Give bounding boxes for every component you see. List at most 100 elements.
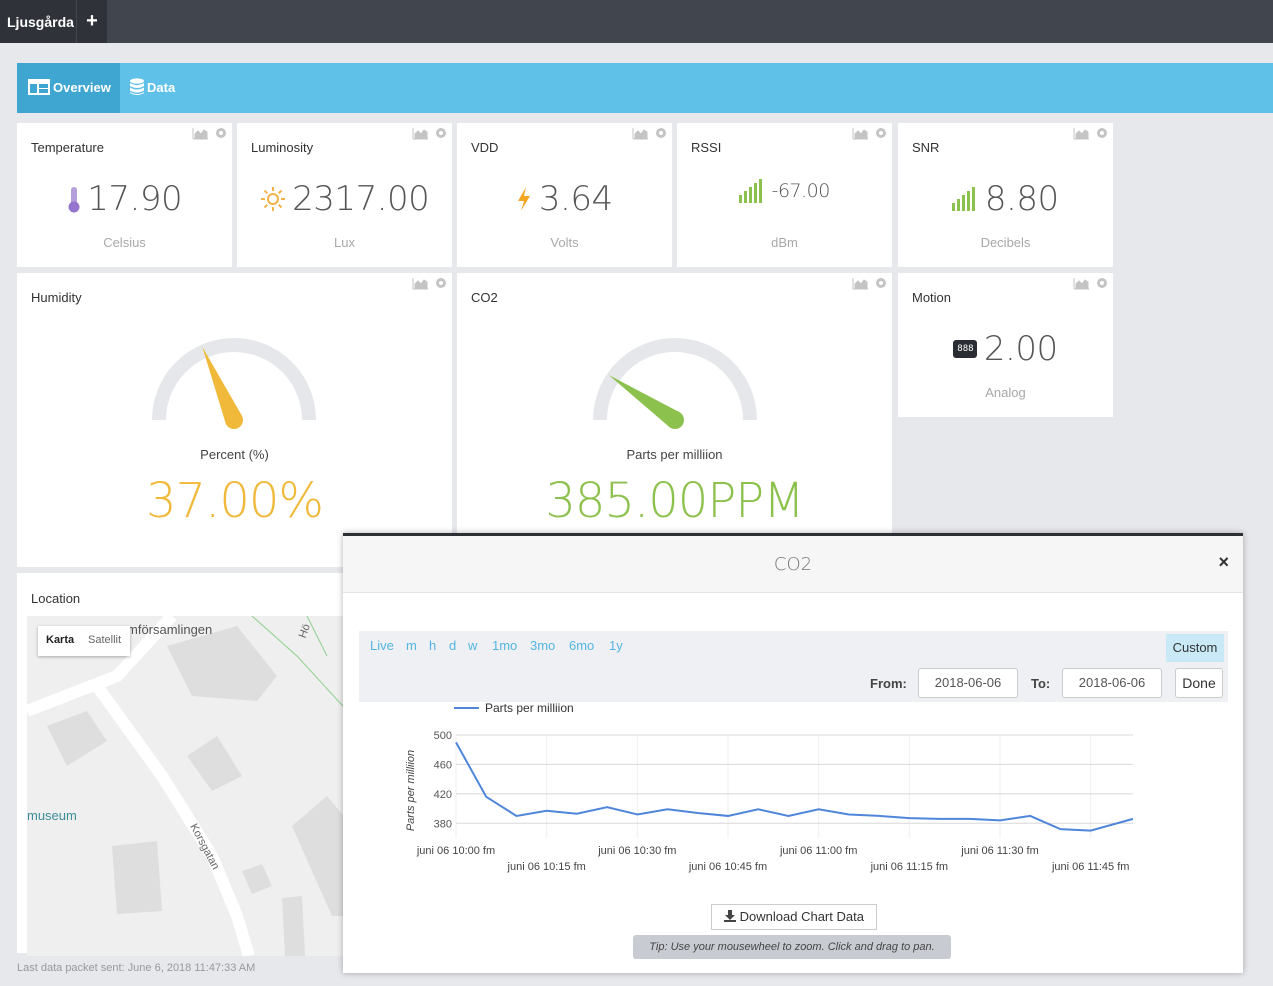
widget-title: Temperature bbox=[31, 140, 104, 155]
range-day[interactable]: d bbox=[449, 638, 457, 653]
chart-tip: Tip: Use your mousewheel to zoom. Click … bbox=[633, 935, 951, 959]
range-1mo[interactable]: 1mo bbox=[492, 638, 518, 653]
tab-ljusgarda[interactable]: Ljusgårda bbox=[0, 0, 76, 43]
x-tick-label: juni 06 10:15 fm bbox=[507, 861, 586, 873]
to-date-input[interactable]: 2018-06-06 bbox=[1062, 668, 1162, 698]
from-label: From: bbox=[870, 676, 907, 691]
temperature-widget: Temperature 17.90 Celsius bbox=[17, 123, 232, 267]
close-icon[interactable]: × bbox=[1218, 552, 1229, 572]
range-live[interactable]: Live bbox=[370, 638, 394, 653]
from-date-input[interactable]: 2018-06-06 bbox=[918, 668, 1018, 698]
humidity-value: 37.00% bbox=[145, 473, 324, 529]
widget-title: Humidity bbox=[31, 290, 82, 305]
temperature-value: 17.90 bbox=[87, 179, 183, 219]
widget-title: VDD bbox=[471, 140, 499, 155]
widget-tools bbox=[1073, 278, 1107, 290]
co2-gauge bbox=[593, 338, 757, 429]
range-minute[interactable]: m bbox=[406, 638, 417, 653]
dashboard-nav: Overview Data bbox=[17, 63, 1273, 113]
done-button[interactable]: Done bbox=[1175, 668, 1223, 698]
grid-icon bbox=[28, 79, 50, 95]
last-packet-status: Last data packet sent: June 6, 2018 11:4… bbox=[17, 962, 256, 974]
modal-title: CO2 bbox=[773, 554, 813, 575]
humidity-widget: Humidity Percent (%) 37.00% bbox=[17, 273, 452, 567]
gear-icon[interactable] bbox=[436, 128, 446, 138]
chart-icon[interactable] bbox=[852, 128, 868, 140]
y-tick-label: 460 bbox=[434, 759, 452, 771]
range-1y[interactable]: 1y bbox=[609, 638, 623, 653]
co2-widget: CO2 Parts per milliion 385.00PPM bbox=[457, 273, 892, 567]
luminosity-widget: Luminosity 2317.00 Lux bbox=[237, 123, 452, 267]
map-tiles: mförsamlingen museum Korsgatan Hö bbox=[27, 616, 352, 956]
nav-data[interactable]: Data bbox=[129, 63, 209, 113]
vdd-unit: Volts bbox=[550, 235, 579, 250]
nav-overview[interactable]: Overview bbox=[17, 63, 120, 113]
gear-icon[interactable] bbox=[656, 128, 666, 138]
rssi-unit: dBm bbox=[771, 235, 798, 250]
x-tick-label: juni 06 10:00 fm bbox=[416, 845, 495, 857]
time-range-bar: Live m h d w 1mo 3mo 6mo 1y Custom From:… bbox=[359, 631, 1228, 702]
chart-icon[interactable] bbox=[632, 128, 648, 140]
range-week[interactable]: w bbox=[468, 638, 478, 653]
add-tab-button[interactable]: + bbox=[77, 0, 107, 43]
map-type-map[interactable]: Karta bbox=[46, 634, 75, 646]
gear-icon[interactable] bbox=[216, 128, 226, 138]
range-3mo[interactable]: 3mo bbox=[530, 638, 556, 653]
download-label: Download Chart Data bbox=[739, 909, 864, 924]
download-chart-data-button[interactable]: Download Chart Data bbox=[711, 904, 877, 930]
map-type-control: Karta Satellit bbox=[38, 626, 130, 656]
x-tick-label: juni 06 11:30 fm bbox=[960, 845, 1038, 857]
to-label: To: bbox=[1031, 676, 1051, 691]
gauge-needle bbox=[202, 346, 243, 424]
chart-icon[interactable] bbox=[852, 278, 868, 290]
range-6mo[interactable]: 6mo bbox=[569, 638, 595, 653]
gear-icon[interactable] bbox=[436, 278, 446, 288]
x-tick-label: juni 06 11:00 fm bbox=[779, 845, 857, 857]
map[interactable]: mförsamlingen museum Korsgatan Hö Karta … bbox=[27, 616, 352, 956]
widget-tools bbox=[412, 278, 446, 290]
custom-range-button[interactable]: Custom bbox=[1166, 634, 1224, 662]
series-line bbox=[455, 741, 1134, 832]
luminosity-value: 2317.00 bbox=[292, 179, 430, 219]
download-icon bbox=[724, 910, 737, 922]
rssi-value: -67.00 bbox=[771, 180, 831, 202]
motion-unit: Analog bbox=[985, 385, 1026, 400]
x-tick-label: juni 06 11:15 fm bbox=[870, 861, 948, 873]
gear-icon[interactable] bbox=[1097, 128, 1107, 138]
co2-gauge-label: Parts per milliion bbox=[626, 447, 723, 462]
chart-icon[interactable] bbox=[1073, 128, 1089, 140]
gauge-hub bbox=[666, 411, 684, 429]
signal-icon bbox=[739, 179, 763, 203]
temperature-unit: Celsius bbox=[103, 235, 146, 250]
co2-line-chart[interactable]: 500 460 420 380 juni 06 10:00 fm juni 06 10:1… bbox=[393, 698, 1213, 878]
nav-overview-label: Overview bbox=[53, 80, 111, 95]
map-label-church: mförsamlingen bbox=[127, 622, 212, 637]
chart-icon[interactable] bbox=[412, 278, 428, 290]
snr-widget: SNR 8.80 Decibels bbox=[898, 123, 1113, 267]
gear-icon[interactable] bbox=[1097, 278, 1107, 288]
co2-value: 385.00PPM bbox=[545, 473, 804, 529]
motion-widget: Motion 888 2.00 Analog bbox=[898, 273, 1113, 417]
modal-header: CO2 × bbox=[343, 536, 1243, 593]
snr-value: 8.80 bbox=[984, 179, 1059, 219]
gear-icon[interactable] bbox=[876, 128, 886, 138]
widget-tools bbox=[852, 278, 886, 290]
widget-title: CO2 bbox=[471, 290, 498, 305]
location-widget: Location mförsamlingen museum Korsgatan … bbox=[17, 573, 352, 956]
x-tick-label: juni 06 10:45 fm bbox=[688, 861, 767, 873]
nav-data-label: Data bbox=[147, 80, 176, 95]
sun-icon bbox=[260, 187, 285, 211]
motion-value: 2.00 bbox=[983, 329, 1058, 369]
gauge-hub bbox=[225, 411, 243, 429]
chart-icon[interactable] bbox=[412, 128, 428, 140]
range-hour[interactable]: h bbox=[429, 638, 437, 653]
gear-icon[interactable] bbox=[876, 278, 886, 288]
chart-icon[interactable] bbox=[1073, 278, 1089, 290]
map-type-satellite[interactable]: Satellit bbox=[88, 634, 122, 646]
humidity-gauge bbox=[152, 338, 316, 429]
x-tick-label: juni 06 11:45 fm bbox=[1051, 861, 1129, 873]
y-tick-label: 380 bbox=[434, 818, 452, 830]
widget-title: Luminosity bbox=[251, 140, 314, 155]
snr-unit: Decibels bbox=[980, 235, 1031, 250]
chart-icon[interactable] bbox=[192, 127, 208, 140]
